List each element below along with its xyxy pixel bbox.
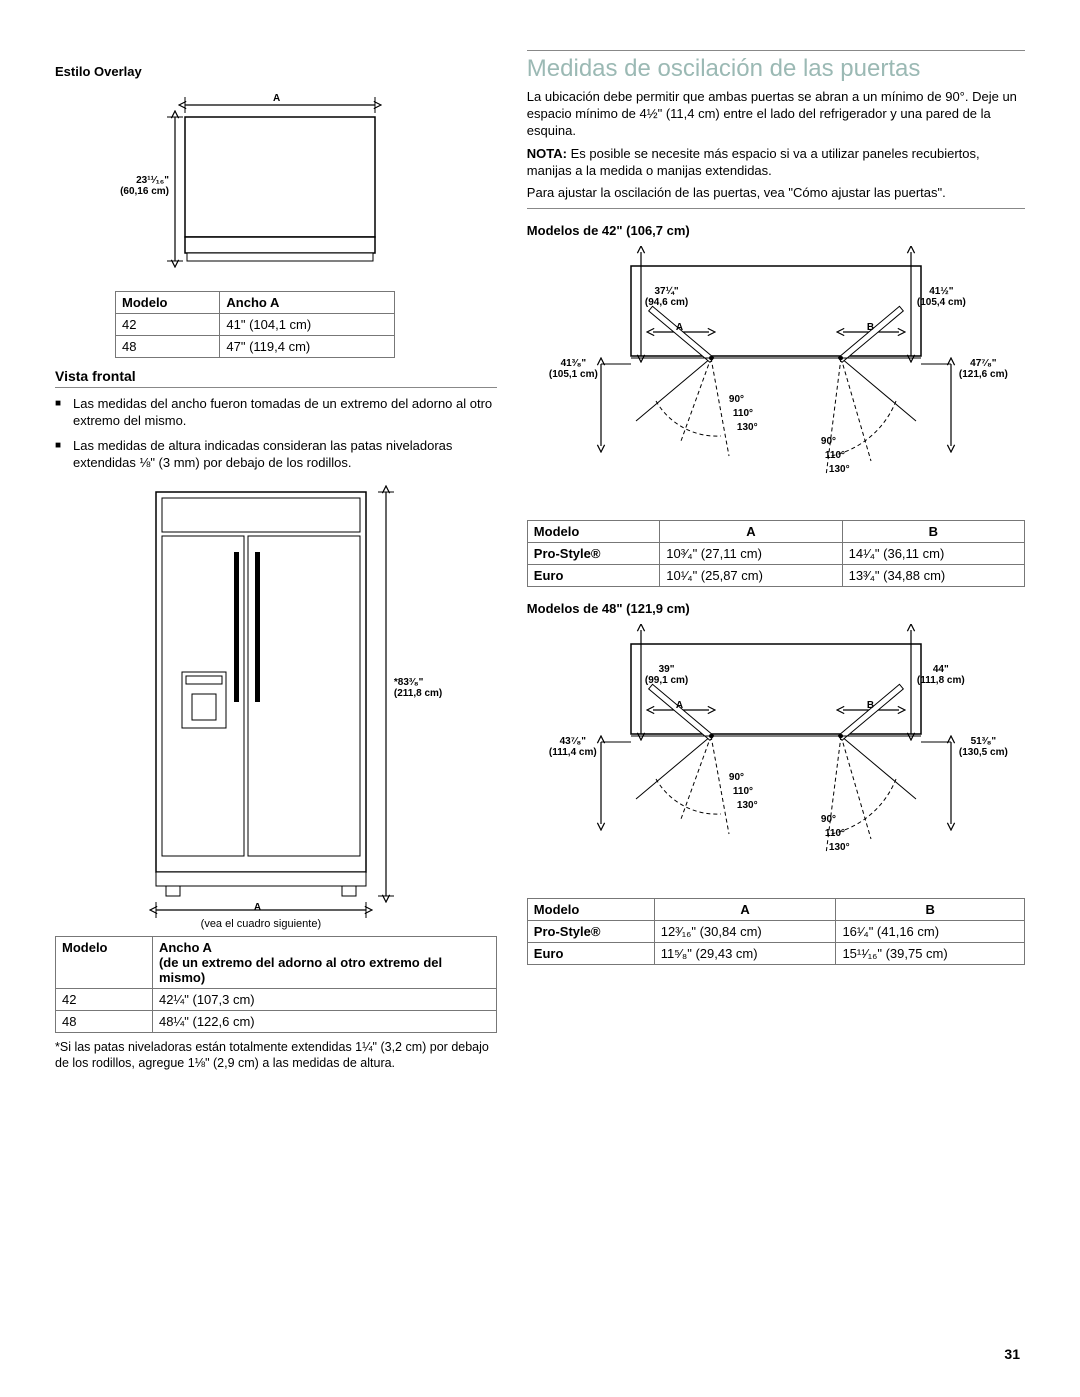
- ang90b: 90°: [821, 814, 836, 825]
- td: 12³⁄₁₆" (30,84 cm): [654, 921, 836, 943]
- ang110b: 110°: [825, 828, 845, 839]
- th: Modelo: [527, 899, 654, 921]
- td: 48: [56, 1010, 153, 1032]
- caption: (vea el cuadro siguiente): [156, 918, 366, 930]
- td: 41" (104,1 cm): [220, 314, 395, 336]
- ang130b: 130°: [829, 842, 850, 853]
- lbl-tr-cm: (111,8 cm): [917, 675, 965, 686]
- ang90b: 90°: [821, 436, 836, 447]
- lbl-br-cm: (121,6 cm): [959, 369, 1008, 380]
- para-3: Para ajustar la oscilación de las puerta…: [527, 185, 1025, 202]
- table-48: ModeloAB Pro-Style®12³⁄₁₆" (30,84 cm)16¹…: [527, 898, 1025, 965]
- dim-a: A: [273, 93, 280, 104]
- td: 47" (119,4 cm): [220, 336, 395, 358]
- th-modelo2: Modelo: [56, 936, 153, 988]
- th-ancho2: Ancho A (de un extremo del adorno al otr…: [152, 936, 496, 988]
- lbl-bl: 43⁷⁄₈": [560, 736, 586, 747]
- ang130: 130°: [737, 800, 758, 811]
- lbl-tl-cm: (99,1 cm): [645, 675, 688, 686]
- td: Pro-Style®: [527, 921, 654, 943]
- page-number: 31: [1004, 1346, 1020, 1362]
- vista-frontal-heading: Vista frontal: [55, 368, 497, 388]
- ang130: 130°: [737, 422, 758, 433]
- ang110b: 110°: [825, 450, 845, 461]
- lbl-tr: 44": [933, 664, 949, 675]
- ang90: 90°: [729, 394, 744, 405]
- th: Modelo: [527, 521, 660, 543]
- td: 14¹⁄₄" (36,11 cm): [842, 543, 1024, 565]
- bullet-2: Las medidas de altura indicadas consider…: [55, 438, 497, 472]
- front-table: Modelo Ancho A (de un extremo del adorno…: [55, 936, 497, 1033]
- td: Euro: [527, 943, 654, 965]
- dim-h2: *83³⁄₈": [394, 677, 423, 688]
- th: A: [660, 521, 842, 543]
- model48-heading: Modelos de 48" (121,9 cm): [527, 601, 1025, 616]
- lbl-br: 51³⁄₈": [971, 736, 997, 747]
- ang130b: 130°: [829, 464, 850, 475]
- overlay-table-1: ModeloAncho A 4241" (104,1 cm) 4847" (11…: [115, 291, 395, 358]
- footnote: *Si las patas niveladoras están totalmen…: [55, 1039, 497, 1072]
- dim-h-cm: (60,16 cm): [113, 186, 169, 197]
- td: 11⁵⁄₈" (29,43 cm): [654, 943, 836, 965]
- th: B: [842, 521, 1024, 543]
- th: B: [836, 899, 1025, 921]
- lbl-br: 47⁷⁄₈": [970, 358, 996, 369]
- td: 42: [116, 314, 220, 336]
- lbl-tr: 41½": [929, 286, 953, 297]
- lbl-tr-cm: (105,4 cm): [917, 297, 966, 308]
- td: 48: [116, 336, 220, 358]
- lbl-br-cm: (130,5 cm): [959, 747, 1008, 758]
- lbl-bl-cm: (111,4 cm): [549, 747, 597, 758]
- ang110: 110°: [733, 408, 753, 419]
- th: A: [654, 899, 836, 921]
- th-modelo: Modelo: [116, 292, 220, 314]
- lbl-B: B: [867, 700, 874, 711]
- dim-a2: A: [254, 902, 261, 913]
- td: Euro: [527, 565, 660, 587]
- td: 48¼" (122,6 cm): [152, 1010, 496, 1032]
- overlay-heading: Estilo Overlay: [55, 64, 497, 79]
- ang110: 110°: [733, 786, 753, 797]
- lbl-B: B: [867, 322, 874, 333]
- td: 42¼" (107,3 cm): [152, 988, 496, 1010]
- front-view-diagram: *83³⁄₈" (211,8 cm) A (vea el cuadro sigu…: [96, 482, 456, 922]
- td: 16¹⁄₄" (41,16 cm): [836, 921, 1025, 943]
- td: 15¹¹⁄₁₆" (39,75 cm): [836, 943, 1025, 965]
- swing-diagram-42: 37¼"(94,6 cm) 41½"(105,4 cm) 41³⁄₈"(105,…: [541, 246, 1011, 506]
- bullet-1: Las medidas del ancho fueron tomadas de …: [55, 396, 497, 430]
- swing-diagram-48: 39"(99,1 cm) 44"(111,8 cm) 43⁷⁄₈"(111,4 …: [541, 624, 1011, 884]
- para-2: NOTA: Es posible se necesite más espacio…: [527, 146, 1025, 180]
- bullet-list: Las medidas del ancho fueron tomadas de …: [55, 396, 497, 472]
- overlay-top-diagram: A 23¹¹⁄₁₆" (60,16 cm): [115, 87, 395, 277]
- model42-heading: Modelos de 42" (106,7 cm): [527, 223, 1025, 238]
- table-42: ModeloAB Pro-Style®10³⁄₄" (27,11 cm)14¹⁄…: [527, 520, 1025, 587]
- lbl-tl: 39": [659, 664, 675, 675]
- td: 13³⁄₄" (34,88 cm): [842, 565, 1024, 587]
- th-ancho: Ancho A: [220, 292, 395, 314]
- swing-title: Medidas de oscilación de las puertas: [527, 55, 1025, 83]
- lbl-tl: 37¼": [654, 286, 678, 297]
- lbl-bl: 41³⁄₈": [561, 358, 587, 369]
- td: Pro-Style®: [527, 543, 660, 565]
- dim-h: 23¹¹⁄₁₆": [136, 175, 169, 186]
- lbl-bl-cm: (105,1 cm): [549, 369, 598, 380]
- para-1: La ubicación debe permitir que ambas pue…: [527, 89, 1025, 140]
- td: 10³⁄₄" (27,11 cm): [660, 543, 842, 565]
- lbl-tl-cm: (94,6 cm): [645, 297, 688, 308]
- td: 10¹⁄₄" (25,87 cm): [660, 565, 842, 587]
- lbl-A: A: [676, 322, 683, 333]
- nota-bold: NOTA:: [527, 146, 567, 161]
- ang90: 90°: [729, 772, 744, 783]
- td: 42: [56, 988, 153, 1010]
- lbl-A: A: [676, 700, 683, 711]
- dim-h2-cm: (211,8 cm): [394, 688, 442, 699]
- nota-rest: Es posible se necesite más espacio si va…: [527, 146, 980, 178]
